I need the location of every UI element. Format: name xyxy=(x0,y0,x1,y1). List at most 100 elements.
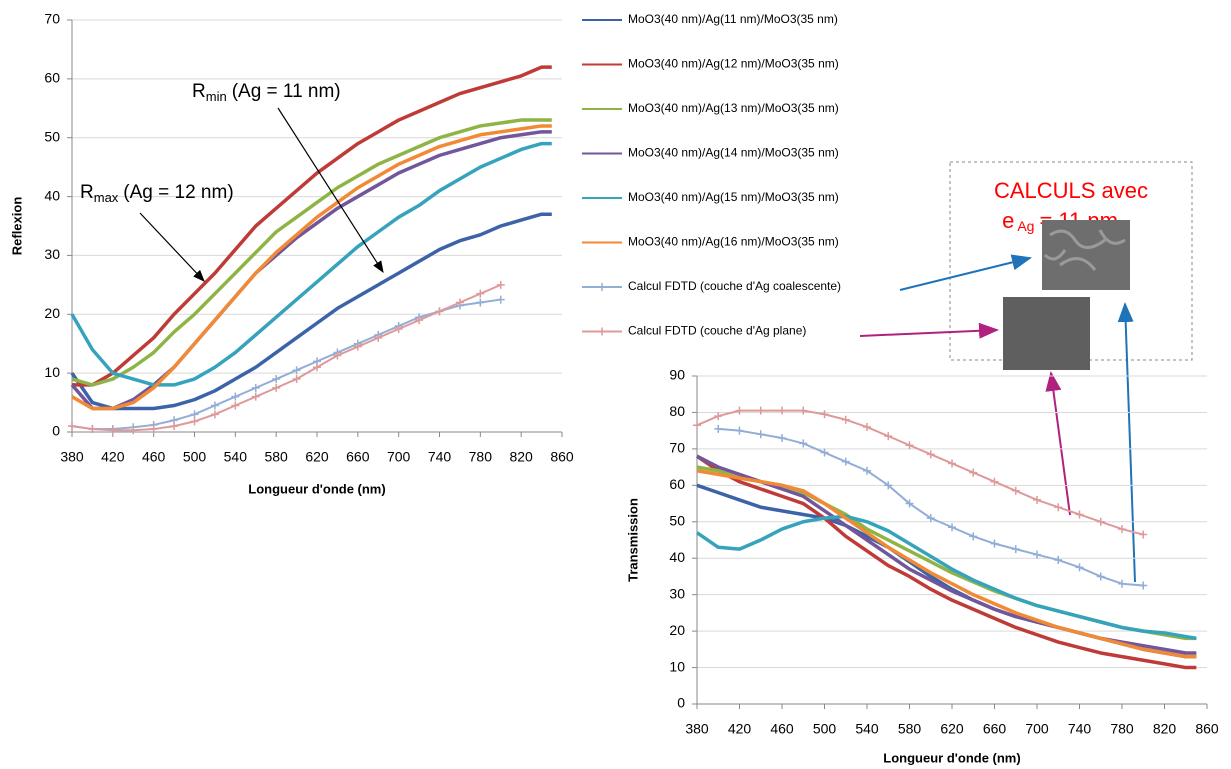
y-tick-label: 90 xyxy=(669,367,685,383)
marker xyxy=(1033,550,1041,559)
y-tick-label: 10 xyxy=(669,658,685,674)
x-tick-label: 460 xyxy=(142,449,166,465)
legend-label: MoO3(40 nm)/Ag(12 nm)/MoO3(35 nm) xyxy=(628,57,839,71)
marker xyxy=(496,295,505,304)
marker xyxy=(231,392,240,401)
series-line xyxy=(71,283,502,432)
marker xyxy=(1054,556,1063,565)
legend-marker xyxy=(598,327,606,336)
marker xyxy=(374,333,383,342)
y-tick-label: 30 xyxy=(669,585,685,601)
x-axis-label: Longueur d'onde (nm) xyxy=(883,750,1020,765)
marker xyxy=(231,401,240,410)
marker xyxy=(1096,572,1105,581)
series-line xyxy=(696,454,1197,670)
series-line xyxy=(72,65,552,387)
series-line xyxy=(71,118,552,387)
marker xyxy=(476,289,485,298)
x-tick-label: 420 xyxy=(101,449,125,465)
arrow xyxy=(277,107,384,274)
legend-label: MoO3(40 nm)/Ag(15 nm)/MoO3(35 nm) xyxy=(628,190,839,204)
x-tick-label: 820 xyxy=(1153,721,1177,737)
x-tick-label: 500 xyxy=(183,449,207,465)
y-tick-label: 10 xyxy=(44,364,60,380)
x-tick-label: 500 xyxy=(813,721,837,737)
marker xyxy=(1054,503,1063,512)
marker xyxy=(714,412,723,421)
marker xyxy=(170,422,179,431)
arrow xyxy=(1117,302,1136,583)
arrow xyxy=(139,212,205,282)
marker xyxy=(251,392,260,401)
marker xyxy=(905,499,914,508)
x-tick-label: 460 xyxy=(770,721,794,737)
marker xyxy=(863,466,871,475)
marker xyxy=(1011,486,1020,495)
marker xyxy=(926,450,935,459)
annotation: Rmax (Ag = 12 nm) xyxy=(80,182,234,205)
marker xyxy=(1118,579,1126,588)
marker xyxy=(735,426,744,435)
marker xyxy=(88,425,97,434)
x-axis-label: Longueur d'onde (nm) xyxy=(248,481,385,496)
marker xyxy=(1139,581,1148,590)
marker xyxy=(714,424,723,433)
marker xyxy=(1139,530,1148,539)
marker xyxy=(313,363,321,372)
x-tick-label: 540 xyxy=(224,449,248,465)
series-line xyxy=(696,514,1197,641)
plane-image xyxy=(1003,297,1090,370)
marker xyxy=(884,432,893,441)
legend-label: Calcul FDTD (couche d'Ag plane) xyxy=(628,324,806,338)
x-tick-label: 820 xyxy=(509,449,533,465)
marker xyxy=(272,383,281,392)
x-tick-label: 660 xyxy=(346,449,370,465)
marker xyxy=(415,316,424,325)
marker xyxy=(476,298,485,307)
marker xyxy=(251,383,260,392)
marker xyxy=(1075,510,1084,519)
marker xyxy=(926,514,935,523)
marker xyxy=(778,406,786,415)
marker xyxy=(353,342,362,351)
x-tick-label: 380 xyxy=(685,721,709,737)
y-tick-label: 0 xyxy=(52,423,60,439)
marker xyxy=(455,298,464,307)
marker xyxy=(292,375,301,384)
marker xyxy=(190,410,199,419)
marker xyxy=(948,523,956,532)
x-tick-label: 700 xyxy=(387,449,411,465)
series-line xyxy=(70,130,552,411)
x-tick-label: 740 xyxy=(428,449,452,465)
marker xyxy=(333,351,342,360)
y-tick-label: 50 xyxy=(44,128,60,144)
x-tick-label: 620 xyxy=(305,449,329,465)
marker xyxy=(884,481,893,490)
marker xyxy=(905,441,914,450)
y-tick-label: 20 xyxy=(669,622,685,638)
y-tick-label: 80 xyxy=(669,403,685,419)
legend-label: MoO3(40 nm)/Ag(11 nm)/MoO3(35 nm) xyxy=(628,12,838,26)
marker xyxy=(841,415,850,424)
x-tick-label: 580 xyxy=(264,449,288,465)
arrow xyxy=(859,322,999,339)
marker xyxy=(210,401,219,410)
marker xyxy=(863,423,871,432)
x-tick-label: 860 xyxy=(550,449,574,465)
x-tick-label: 420 xyxy=(728,721,752,737)
marker xyxy=(1118,525,1126,534)
legend-label: MoO3(40 nm)/Ag(13 nm)/MoO3(35 nm) xyxy=(628,101,839,115)
x-tick-label: 620 xyxy=(940,721,964,737)
marker xyxy=(190,417,199,426)
series-line xyxy=(71,124,552,411)
x-tick-label: 660 xyxy=(983,721,1007,737)
marker xyxy=(841,457,850,466)
marker xyxy=(693,421,701,430)
marker xyxy=(129,426,138,435)
marker xyxy=(820,448,829,457)
marker xyxy=(68,422,76,431)
marker xyxy=(820,410,829,419)
arrow xyxy=(899,254,1032,291)
